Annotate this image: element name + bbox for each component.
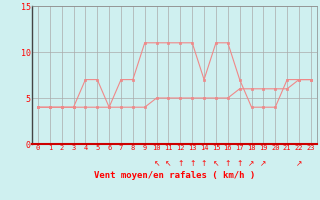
- Text: ↗: ↗: [248, 159, 255, 168]
- Text: ↗: ↗: [260, 159, 267, 168]
- Text: ↑: ↑: [201, 159, 207, 168]
- Text: ↑: ↑: [236, 159, 243, 168]
- Text: ↑: ↑: [225, 159, 231, 168]
- Text: ↖: ↖: [153, 159, 160, 168]
- Text: ↑: ↑: [189, 159, 196, 168]
- Text: ↖: ↖: [165, 159, 172, 168]
- Text: ↖: ↖: [213, 159, 219, 168]
- Text: ↗: ↗: [296, 159, 302, 168]
- X-axis label: Vent moyen/en rafales ( km/h ): Vent moyen/en rafales ( km/h ): [94, 171, 255, 180]
- Text: ↑: ↑: [177, 159, 184, 168]
